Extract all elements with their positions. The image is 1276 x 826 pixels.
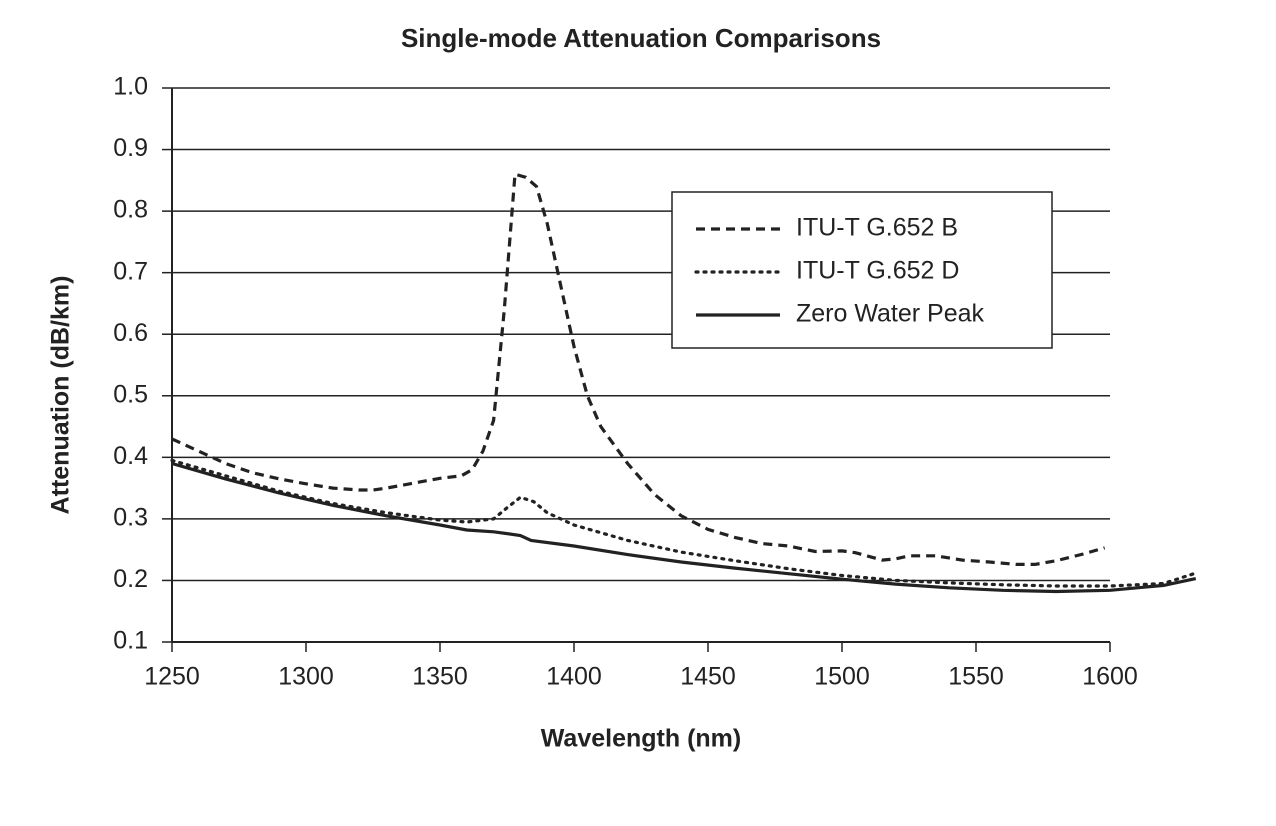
series-line bbox=[170, 458, 1198, 588]
x-axis-label: Wavelength (nm) bbox=[541, 725, 741, 753]
y-tick-label: 0.9 bbox=[113, 134, 148, 162]
series-line bbox=[171, 172, 1106, 566]
y-tick-label: 0.7 bbox=[113, 257, 148, 285]
y-tick-label: 0.6 bbox=[113, 319, 148, 347]
legend-label: ITU-T G.652 B bbox=[796, 214, 958, 242]
y-tick-label: 1.0 bbox=[113, 73, 148, 101]
x-tick-label: 1300 bbox=[278, 663, 334, 691]
legend-box bbox=[671, 191, 1053, 349]
y-tick-label: 0.5 bbox=[113, 380, 148, 408]
y-tick-label: 0.8 bbox=[113, 196, 148, 224]
legend-label: ITU-T G.652 D bbox=[796, 257, 959, 285]
x-tick-label: 1350 bbox=[412, 663, 468, 691]
x-tick-label: 1450 bbox=[680, 663, 736, 691]
x-tick-label: 1250 bbox=[144, 663, 200, 691]
x-tick-label: 1400 bbox=[546, 663, 602, 691]
y-tick-label: 0.3 bbox=[113, 503, 148, 531]
chart-title: Single-mode Attenuation Comparisons bbox=[401, 23, 881, 53]
y-axis-label: Attenuation (dB/km) bbox=[47, 276, 75, 515]
series-line bbox=[171, 461, 1197, 594]
x-tick-label: 1550 bbox=[948, 663, 1004, 691]
y-tick-label: 0.1 bbox=[113, 627, 148, 655]
y-tick-label: 0.2 bbox=[113, 565, 148, 593]
x-tick-label: 1500 bbox=[814, 663, 870, 691]
x-tick-label: 1600 bbox=[1082, 663, 1138, 691]
y-tick-label: 0.4 bbox=[113, 442, 148, 470]
legend-label: Zero Water Peak bbox=[796, 300, 985, 328]
